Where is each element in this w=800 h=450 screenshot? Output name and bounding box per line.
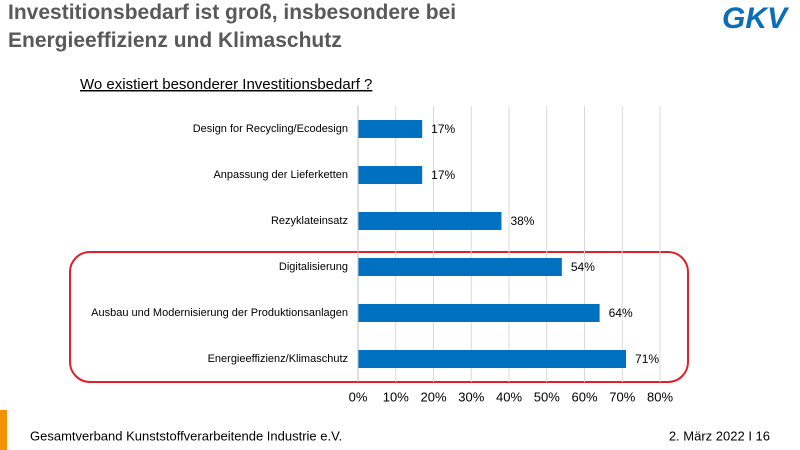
footer-organization: Gesamtverband Kunststoffverarbeitende In… (30, 428, 342, 443)
x-tick-label: 80% (647, 389, 673, 404)
bar (358, 304, 600, 322)
x-tick-label: 0% (349, 389, 368, 404)
x-tick-label: 40% (496, 389, 522, 404)
value-label: 17% (431, 122, 455, 136)
x-tick-label: 10% (383, 389, 409, 404)
x-tick-label: 70% (609, 389, 635, 404)
chart-subtitle: Wo existiert besonderer Investitionsbeda… (80, 76, 372, 93)
highlight-frame (69, 251, 689, 383)
value-label: 17% (431, 168, 455, 182)
value-label: 64% (609, 306, 633, 320)
y-tick-label: Energieeffizienz/Klimaschutz (208, 353, 348, 365)
value-label: 38% (510, 214, 534, 228)
y-tick-label: Rezyklateinsatz (271, 215, 348, 227)
x-tick-label: 50% (534, 389, 560, 404)
slide-title: Investitionsbedarf ist groß, insbesonder… (8, 1, 462, 52)
value-label: 54% (571, 260, 595, 274)
bar (358, 212, 502, 230)
x-tick-label: 30% (458, 389, 484, 404)
bar (358, 350, 627, 368)
value-label: 71% (635, 352, 659, 366)
y-tick-label: Ausbau und Modernisierung der Produktion… (91, 307, 348, 319)
bar (358, 258, 562, 276)
y-tick-label: Digitalisierung (279, 261, 348, 273)
y-tick-label: Design for Recycling/Ecodesign (193, 123, 348, 135)
accent-bar (0, 410, 7, 450)
x-tick-label: 60% (571, 389, 597, 404)
y-tick-label: Anpassung der Lieferketten (213, 169, 348, 181)
x-tick-label: 20% (420, 389, 446, 404)
bar (358, 166, 423, 184)
bar (358, 120, 423, 138)
footer-date: 2. März 2022 I 16 (669, 428, 770, 443)
logo: GKV (722, 2, 790, 35)
